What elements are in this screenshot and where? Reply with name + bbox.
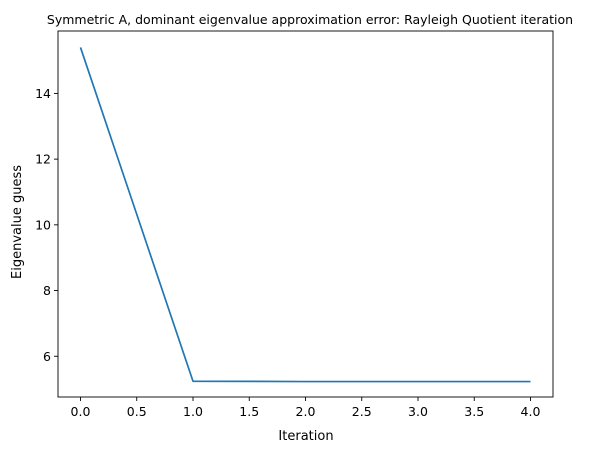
x-tick-label: 4.0 <box>521 404 541 419</box>
x-tick-label: 2.5 <box>352 404 372 419</box>
series-line <box>79 47 531 383</box>
y-tick-label: 10 <box>35 217 51 232</box>
x-tick-label: 3.0 <box>408 404 428 419</box>
x-tick-label: 1.5 <box>239 404 259 419</box>
x-tick-label: 1.0 <box>183 404 203 419</box>
x-axis: 0.0 0.5 1.0 1.5 2.0 2.5 3.0 3.5 4.0 <box>71 397 541 419</box>
y-axis-label: Eigenvalue guess <box>10 165 25 279</box>
chart-title: Symmetric A, dominant eigenvalue approxi… <box>47 12 573 27</box>
x-tick-label: 0.0 <box>71 404 91 419</box>
y-tick-label: 14 <box>35 86 51 101</box>
x-tick-label: 0.5 <box>127 404 147 419</box>
y-tick-label: 8 <box>43 283 51 298</box>
y-axis: 6 8 10 12 14 <box>35 86 58 364</box>
y-tick-label: 12 <box>35 152 51 167</box>
x-axis-label: Iteration <box>278 429 333 444</box>
y-tick-label: 6 <box>43 349 51 364</box>
x-tick-label: 2.0 <box>296 404 316 419</box>
x-tick-label: 3.5 <box>464 404 484 419</box>
